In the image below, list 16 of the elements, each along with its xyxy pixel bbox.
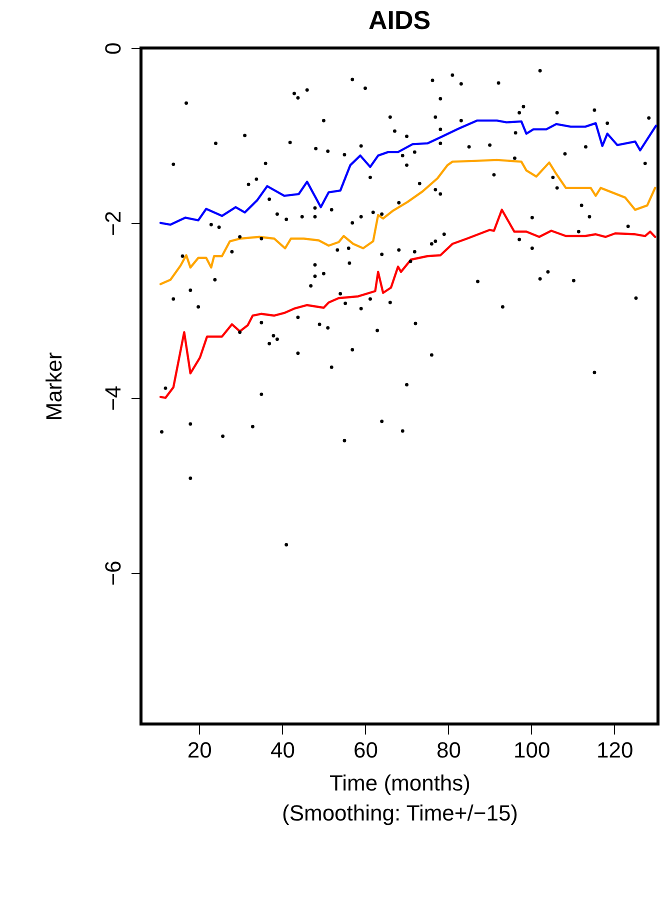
y-tick-label: −4 (100, 386, 126, 411)
y-tick-label: 0 (100, 42, 126, 55)
x-tick-label: 80 (436, 738, 462, 762)
chart-title: AIDS (368, 4, 431, 35)
y-axis-title: Marker (42, 352, 66, 421)
x-axis-title: Time (months) (Smoothing: Time+/−15) (282, 770, 518, 826)
line-series (159, 208, 656, 399)
x-tick-label: 60 (354, 738, 378, 762)
x-tick-label: 40 (270, 738, 295, 762)
line-series (159, 119, 658, 226)
y-tick-label: −6 (100, 560, 126, 586)
x-tick-label: 20 (187, 738, 212, 762)
x-tick-label: 120 (596, 738, 634, 762)
y-tick-label: −2 (100, 210, 126, 236)
x-tick-label: 100 (513, 738, 550, 762)
line-series (159, 158, 656, 286)
